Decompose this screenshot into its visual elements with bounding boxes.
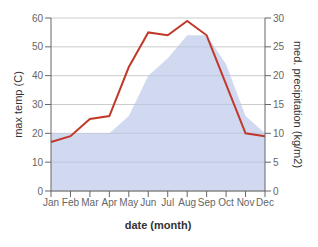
svg-text:30: 30 [32, 99, 44, 110]
svg-text:Mar: Mar [81, 197, 99, 208]
svg-text:10: 10 [273, 128, 285, 139]
svg-text:Jun: Jun [140, 197, 156, 208]
svg-text:Apr: Apr [102, 197, 118, 208]
svg-text:Jan: Jan [43, 197, 59, 208]
svg-text:med. precipitation (kg/m2): med. precipitation (kg/m2) [292, 41, 304, 168]
svg-text:May: May [119, 197, 138, 208]
svg-text:max temp (C): max temp (C) [12, 71, 24, 138]
svg-text:25: 25 [273, 41, 285, 52]
svg-text:15: 15 [273, 99, 285, 110]
svg-text:Oct: Oct [218, 197, 234, 208]
svg-text:Feb: Feb [62, 197, 80, 208]
svg-text:30: 30 [273, 13, 285, 24]
svg-text:Sep: Sep [198, 197, 216, 208]
svg-text:20: 20 [32, 128, 44, 139]
svg-text:0: 0 [273, 186, 279, 197]
svg-text:date (month): date (month) [125, 219, 192, 231]
svg-text:40: 40 [32, 70, 44, 81]
svg-text:50: 50 [32, 41, 44, 52]
svg-text:20: 20 [273, 70, 285, 81]
svg-text:Aug: Aug [178, 197, 196, 208]
svg-text:0: 0 [37, 186, 43, 197]
svg-text:5: 5 [273, 157, 279, 168]
svg-text:10: 10 [32, 157, 44, 168]
svg-text:Jul: Jul [161, 197, 174, 208]
svg-text:Nov: Nov [237, 197, 255, 208]
svg-text:Dec: Dec [256, 197, 274, 208]
svg-text:60: 60 [32, 13, 44, 24]
